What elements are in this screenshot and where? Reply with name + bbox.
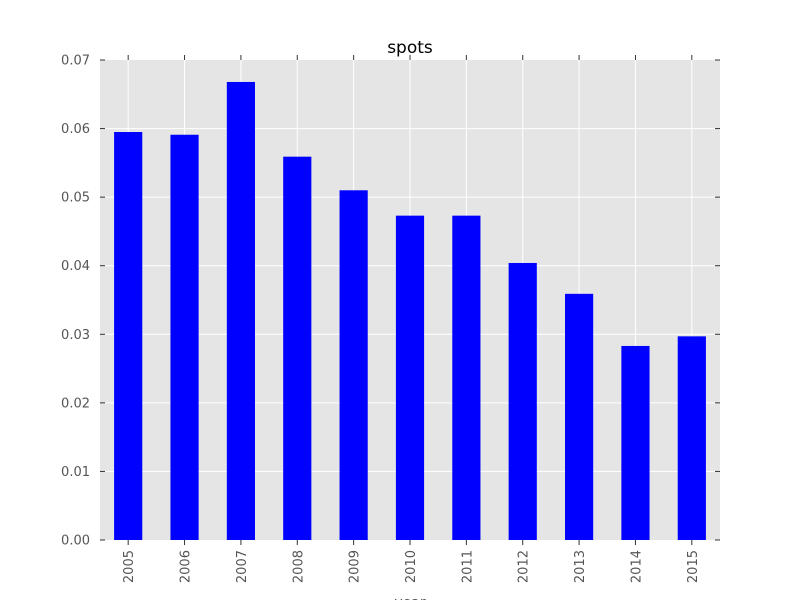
bar-2006	[170, 134, 199, 540]
y-tick-labels: 0.00 0.01 0.02 0.03 0.04 0.05 0.06 0.07	[61, 54, 90, 549]
chart-title: spots	[387, 38, 433, 58]
x-tick-label: 2011	[460, 550, 475, 583]
bar-2005	[114, 132, 143, 540]
bars	[114, 81, 706, 541]
y-tick-label: 0.00	[61, 534, 90, 549]
y-tick-label: 0.04	[61, 259, 90, 274]
x-tick-label: 2015	[686, 550, 701, 583]
bar-2012	[508, 262, 537, 540]
bar-2009	[339, 190, 368, 541]
y-tick-label: 0.05	[61, 191, 90, 206]
x-tick-label: 2007	[235, 550, 250, 583]
x-axis-label: year	[394, 595, 425, 600]
x-tick-label: 2005	[122, 550, 137, 583]
x-tick-label: 2006	[179, 550, 194, 583]
x-tick-label: 2010	[404, 550, 419, 583]
y-tick-label: 0.07	[61, 54, 90, 69]
bar-2013	[565, 293, 594, 540]
x-tick-label: 2009	[348, 550, 363, 583]
axis-ticks	[100, 55, 720, 545]
x-tick-label: 2013	[573, 550, 588, 583]
x-tick-labels: 2005 2006 2007 2008 2009 2010 2011 2012 2013 2014…	[122, 550, 701, 583]
bar-2010	[395, 215, 425, 540]
y-tick-label: 0.02	[61, 396, 90, 411]
bar-2008	[283, 156, 312, 540]
x-tick-label: 2014	[629, 550, 644, 583]
y-tick-label: 0.01	[61, 465, 90, 480]
x-tick-label: 2008	[291, 550, 306, 583]
bar-2007	[226, 81, 255, 540]
bar-2015	[677, 336, 706, 540]
bar-2011	[452, 215, 481, 540]
y-tick-label: 0.03	[61, 328, 90, 343]
x-tick-label: 2012	[517, 550, 532, 583]
y-tick-label: 0.06	[61, 122, 90, 137]
bar-2014	[621, 345, 650, 540]
